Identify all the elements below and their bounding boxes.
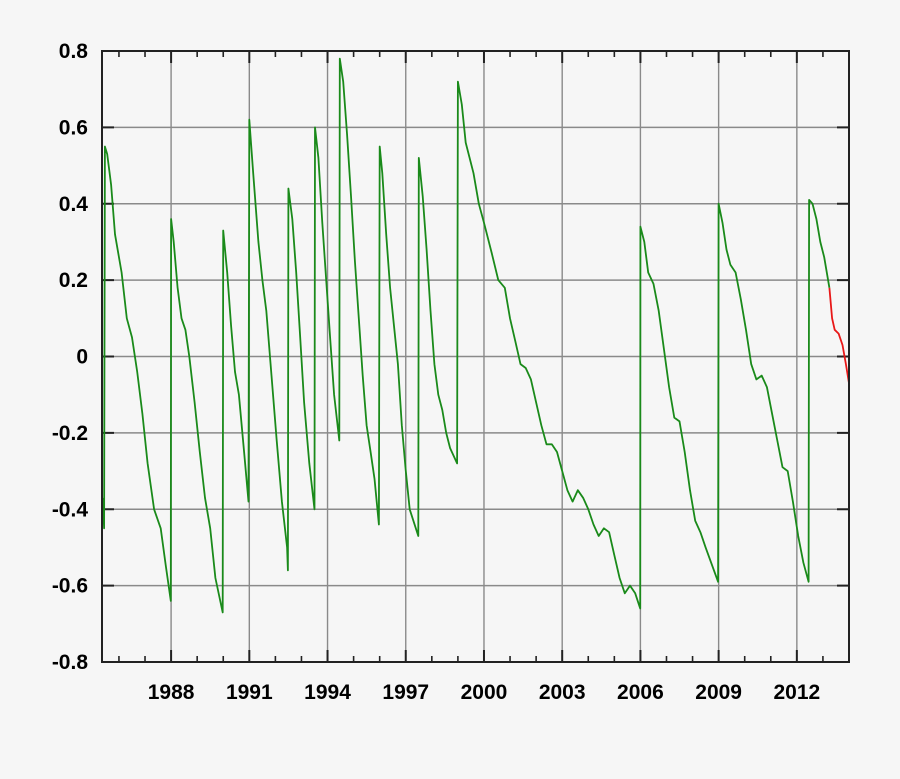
y-axis-labels: 0.8 0.6 0.4 0.2 0 -0.2 -0.4 -0.6 -0.8 [52, 40, 89, 674]
x-tick-label: 2003 [539, 681, 586, 704]
y-tick-label: 0 [76, 346, 88, 369]
y-tick-label: 0.6 [59, 116, 88, 139]
y-tick-label: 0.2 [59, 269, 88, 292]
x-axis-labels: 1988 1991 1994 1997 2000 2003 2006 2009 2012 [148, 681, 820, 704]
y-tick-label: 0.8 [59, 40, 89, 63]
y-tick-label: -0.4 [52, 498, 89, 521]
x-tick-label: 1991 [226, 681, 273, 704]
x-tick-label: 2006 [617, 681, 664, 704]
data-series [101, 57, 850, 614]
y-tick-label: 0.4 [59, 193, 89, 216]
x-tick-label: 2009 [695, 681, 742, 704]
y-tick-label: -0.2 [52, 422, 88, 445]
x-tick-label: 1988 [148, 681, 195, 704]
plot-frame [101, 50, 850, 663]
series-line-observed [101, 57, 831, 614]
y-tick-label: -0.8 [52, 651, 89, 674]
series-line-projection [828, 287, 850, 384]
x-tick-label: 2000 [461, 681, 508, 704]
x-tick-label: 1997 [382, 681, 429, 704]
x-tick-label: 2012 [773, 681, 820, 704]
x-tick-label: 1994 [304, 681, 351, 704]
y-tick-label: -0.6 [52, 575, 88, 598]
